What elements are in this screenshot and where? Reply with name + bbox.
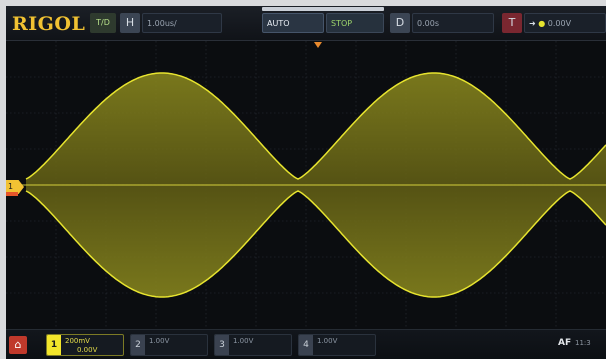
channel-3-box[interactable]: 3 1.00V xyxy=(214,334,292,356)
home-icon[interactable]: ⌂ xyxy=(9,336,27,354)
trigger-icon[interactable]: T xyxy=(502,13,522,33)
channel-2-box[interactable]: 2 1.00V xyxy=(130,334,208,356)
trigger-position-marker[interactable] xyxy=(314,42,322,48)
channel-number: 4 xyxy=(299,335,313,355)
delay-field[interactable]: 0.00s xyxy=(412,13,494,33)
channel-4-box[interactable]: 4 1.00V xyxy=(298,334,376,356)
memory-bar xyxy=(262,7,384,11)
timebase-value: 1.00us/ xyxy=(147,19,177,28)
ch1-offset-marker[interactable]: 1 xyxy=(6,180,24,194)
waveform-upper-edge xyxy=(25,72,606,180)
delay-icon[interactable]: D xyxy=(390,13,410,33)
rigol-logo: RIGOL xyxy=(12,13,86,35)
trigger-mode-button[interactable]: STOP xyxy=(326,13,384,33)
delay-value: 0.00s xyxy=(417,19,439,28)
trigger-level-marker[interactable] xyxy=(6,192,18,196)
trigger-edge-icon: ➜ xyxy=(529,19,536,28)
trigger-level-value: 0.00V xyxy=(547,19,572,28)
channel-offset: 0.00V xyxy=(77,346,98,354)
waveform-display xyxy=(6,41,606,329)
trigger-field[interactable]: ➜ ● 0.00V xyxy=(524,13,606,33)
horizontal-menu-icon[interactable]: H xyxy=(120,13,140,33)
mode-tag[interactable]: T/D xyxy=(90,13,116,33)
status-indicator: AF xyxy=(558,338,572,348)
oscilloscope-screen: RIGOL T/D H 1.00us/ AUTO STOP D 0.00s T … xyxy=(6,6,606,359)
trigger-dot-icon: ● xyxy=(538,19,546,28)
channel-bar: ⌂ 1 200mV 0.00V 2 1.00V 3 1.00V 4 1.00V AF 11:3 xyxy=(6,329,606,359)
clock-display: 11:3 xyxy=(575,339,591,347)
top-status-bar: RIGOL T/D H 1.00us/ AUTO STOP D 0.00s T … xyxy=(6,6,606,41)
timebase-field[interactable]: 1.00us/ xyxy=(142,13,222,33)
run-state-button[interactable]: AUTO xyxy=(262,13,324,33)
channel-number: 2 xyxy=(131,335,145,355)
channel-1-box[interactable]: 1 200mV 0.00V xyxy=(46,334,124,356)
channel-scale: 1.00V xyxy=(317,337,338,345)
channel-number: 3 xyxy=(215,335,229,355)
channel-number: 1 xyxy=(47,335,61,355)
channel-scale: 200mV xyxy=(65,337,90,345)
channel-scale: 1.00V xyxy=(233,337,254,345)
channel-scale: 1.00V xyxy=(149,337,170,345)
waveform-lower-edge xyxy=(25,190,606,298)
